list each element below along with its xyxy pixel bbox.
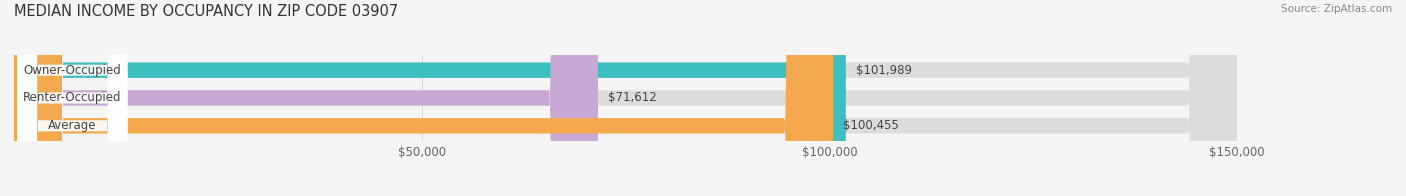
Text: Owner-Occupied: Owner-Occupied (24, 64, 121, 77)
Text: $71,612: $71,612 (607, 92, 657, 104)
FancyBboxPatch shape (17, 0, 128, 196)
Text: $100,455: $100,455 (844, 119, 898, 132)
FancyBboxPatch shape (14, 0, 1237, 196)
Text: Average: Average (48, 119, 97, 132)
FancyBboxPatch shape (14, 0, 598, 196)
Text: Renter-Occupied: Renter-Occupied (22, 92, 121, 104)
FancyBboxPatch shape (17, 0, 128, 196)
Text: Source: ZipAtlas.com: Source: ZipAtlas.com (1281, 4, 1392, 14)
FancyBboxPatch shape (14, 0, 1237, 196)
Text: $101,989: $101,989 (855, 64, 911, 77)
Text: MEDIAN INCOME BY OCCUPANCY IN ZIP CODE 03907: MEDIAN INCOME BY OCCUPANCY IN ZIP CODE 0… (14, 4, 398, 19)
FancyBboxPatch shape (14, 0, 846, 196)
FancyBboxPatch shape (17, 0, 128, 196)
FancyBboxPatch shape (14, 0, 834, 196)
FancyBboxPatch shape (14, 0, 1237, 196)
